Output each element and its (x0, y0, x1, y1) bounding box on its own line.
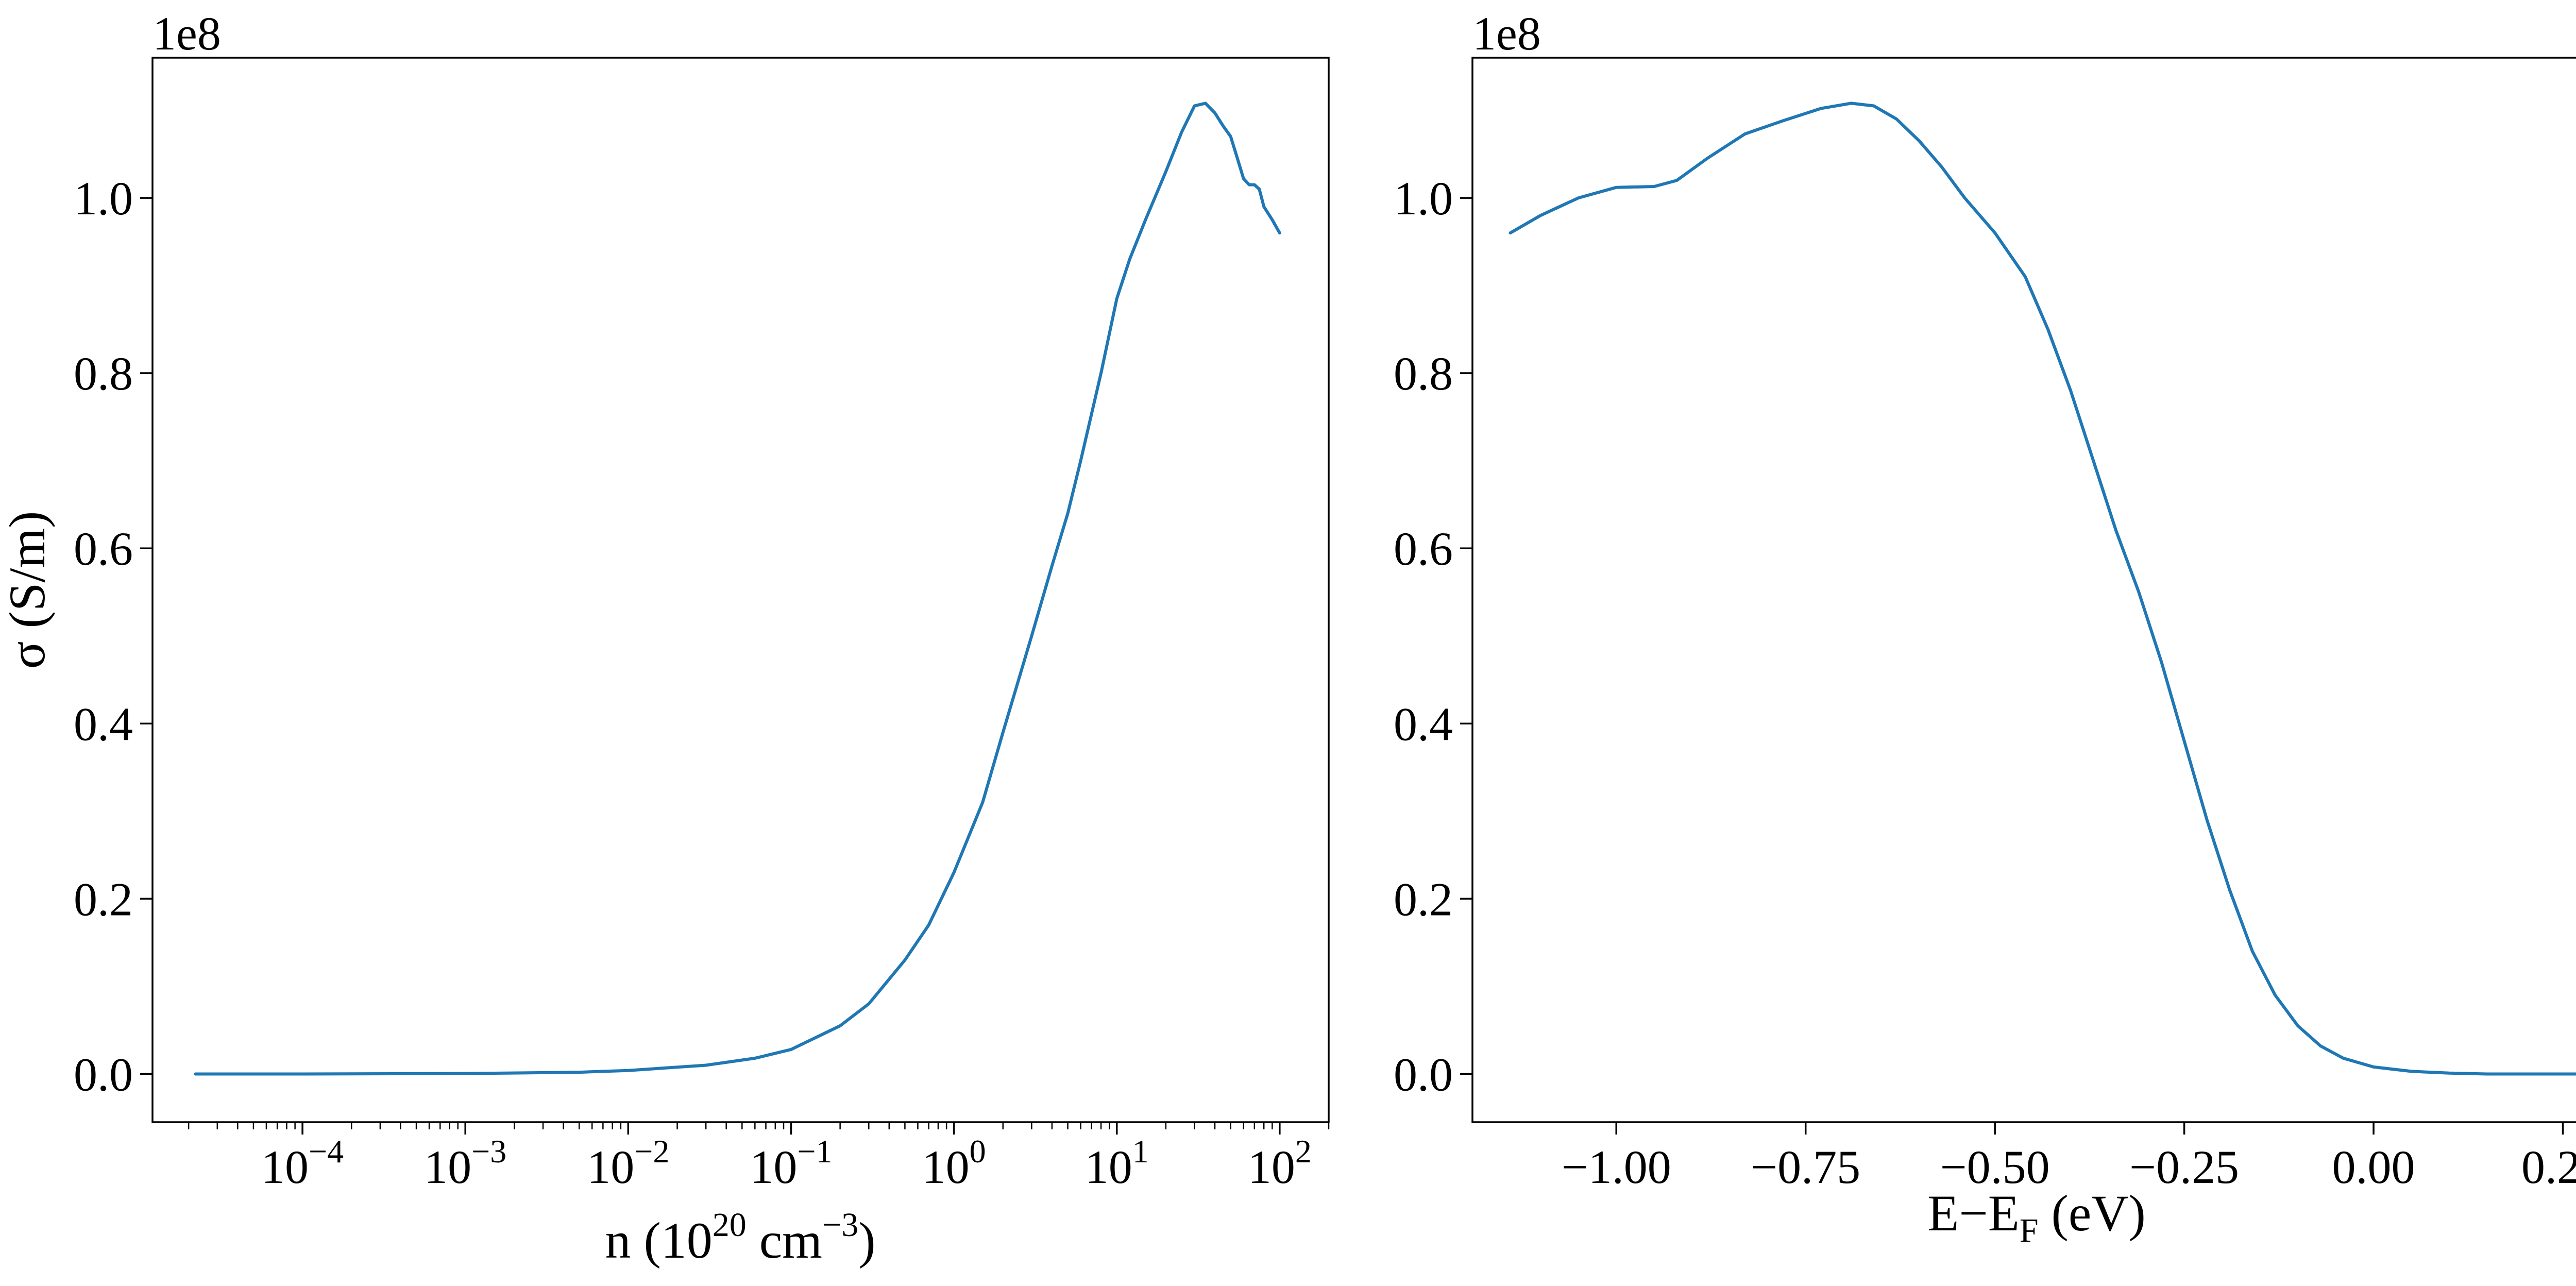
axis-ticks (1460, 197, 2564, 1135)
x-tick-label-exponent: 1 (1132, 1133, 1149, 1170)
x-tick-label: 10−2 (587, 1133, 669, 1193)
x-tick-label-exponent: −1 (797, 1133, 832, 1170)
x-axis-label-unit: cm (747, 1212, 822, 1269)
x-tick-label-exponent: −2 (634, 1133, 669, 1170)
conductivity-vs-carrier-density-chart: 0.00.20.40.60.81.010−4 10−3 10−2 10−1 100 101… (0, 7, 1330, 1269)
x-tick-label: 0.25 (2521, 1141, 2576, 1193)
x-tick-label-base: 10 (1248, 1141, 1295, 1193)
x-tick-label-base: 10 (261, 1141, 309, 1193)
conductivity-curve-line (194, 101, 1281, 1076)
x-tick-label: −0.50 (1940, 1141, 2050, 1193)
x-tick-label: 101 (1085, 1133, 1149, 1193)
y-axis-label: σ (S/m) (0, 511, 56, 669)
y-tick-label: 0.2 (74, 873, 133, 925)
x-tick-label: −0.25 (2129, 1141, 2239, 1193)
y-offset-label: 1e8 (152, 7, 221, 60)
tick-labels: 0.00.20.40.60.81.010−4 10−3 10−2 10−1 100 101… (74, 172, 1312, 1193)
x-tick-label-exponent: −3 (471, 1133, 506, 1170)
x-axis-label: E−EF (eV) (1927, 1185, 2146, 1249)
y-tick-label: 0.6 (74, 522, 133, 575)
x-axis-label-base: E−E (1927, 1185, 2020, 1242)
x-axis-label-subscript: F (2020, 1212, 2039, 1249)
y-tick-label: 1.0 (74, 172, 133, 225)
x-tick-label-base: 10 (750, 1141, 797, 1193)
plot-frame (1471, 57, 2576, 1123)
x-axis-label-base: n (10 (605, 1212, 712, 1269)
y-tick-label: 0.6 (1394, 522, 1453, 575)
conductivity-vs-energy-chart: 0.0 0.2 0.4 0.6 0.8 1.0 −1.00 −0.75 −0.50 −0.25 0.… (1394, 7, 2576, 1249)
x-minor-ticks (188, 1122, 1330, 1129)
y-tick-label: 0.0 (74, 1048, 133, 1101)
x-axis-label-end: (eV) (2039, 1185, 2146, 1242)
x-tick-label-exponent: 2 (1295, 1133, 1312, 1170)
y-offset-label: 1e8 (1472, 7, 1541, 60)
y-tick-label: 1.0 (1394, 172, 1453, 225)
x-tick-label: 10−1 (750, 1133, 832, 1193)
y-tick-label: 0.4 (74, 698, 133, 750)
tick-labels: 0.0 0.2 0.4 0.6 0.8 1.0 −1.00 −0.75 −0.50 −0.25 0.… (1394, 172, 2576, 1193)
x-tick-label: 102 (1248, 1133, 1312, 1193)
x-tick-label-base: 10 (587, 1141, 634, 1193)
axis-ticks (140, 197, 1281, 1135)
x-tick-label: 100 (922, 1133, 986, 1193)
x-axis-label-unit-exponent: −3 (822, 1206, 858, 1244)
plot-frame (151, 57, 1330, 1123)
y-tick-label: 0.8 (74, 347, 133, 400)
x-tick-label-base: 10 (1085, 1141, 1132, 1193)
x-tick-label-exponent: 0 (970, 1133, 986, 1170)
x-tick-label: −0.75 (1751, 1141, 1860, 1193)
x-axis-label: n (1020 cm−3) (605, 1206, 875, 1269)
x-tick-label: 0.00 (2332, 1141, 2415, 1193)
x-tick-label: 10−3 (424, 1133, 506, 1193)
y-tick-label: 0.0 (1394, 1048, 1453, 1101)
x-tick-label-base: 10 (424, 1141, 471, 1193)
x-tick-label: 10−4 (261, 1133, 344, 1193)
x-tick-label-base: 10 (922, 1141, 970, 1193)
y-tick-label: 0.2 (1394, 873, 1453, 925)
y-tick-label: 0.8 (1394, 347, 1453, 400)
x-axis-label-end: ) (858, 1212, 875, 1269)
conductivity-curve-line (1509, 101, 2576, 1076)
y-tick-label: 0.4 (1394, 698, 1453, 750)
x-axis-label-exponent: 20 (713, 1206, 747, 1244)
x-tick-label-exponent: −4 (309, 1133, 344, 1170)
x-tick-label: −1.00 (1562, 1141, 1671, 1193)
